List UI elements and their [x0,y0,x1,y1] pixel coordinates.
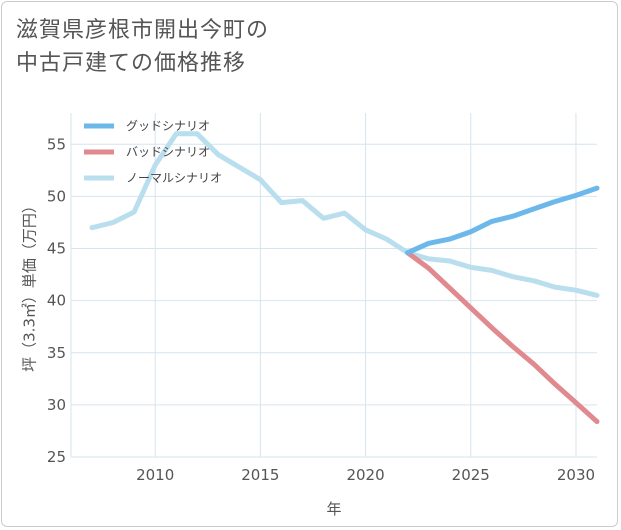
series-line-1 [405,250,600,425]
legend-label: グッドシナリオ [126,119,210,133]
grid-lines [71,113,597,458]
y-axis-title: 坪（3.3㎡）単価（万円） [21,198,39,372]
x-tick-label: 2025 [452,466,490,484]
y-tick-label: 50 [47,187,66,205]
y-tick-label: 45 [47,240,66,258]
chart-title: 滋賀県彦根市開出今町の 中古戸建ての価格推移 [16,14,576,80]
series-line-0 [405,185,600,256]
y-tick-label: 25 [47,448,66,466]
x-tick-label: 2030 [557,466,595,484]
x-tick-label: 2015 [241,466,279,484]
x-axis-title: 年 [326,500,341,518]
series-line-2 [89,131,600,298]
x-tick-label: 2010 [136,466,174,484]
chart-title-line-2: 中古戸建ての価格推移 [16,51,247,76]
x-tick-label: 2020 [346,466,384,484]
legend-label: ノーマルシナリオ [126,171,222,185]
legend-label: バッドシナリオ [126,145,210,159]
axes: 2010 2015 2020 2025 2030 25 30 35 40 45 50 55 [47,113,597,484]
y-tick-label: 30 [47,396,66,414]
chart-title-line-1: 滋賀県彦根市開出今町の [16,18,270,43]
series-lines [89,131,600,425]
y-tick-label: 35 [47,344,66,362]
y-tick-label: 55 [47,135,66,153]
y-tick-label: 40 [47,292,66,310]
